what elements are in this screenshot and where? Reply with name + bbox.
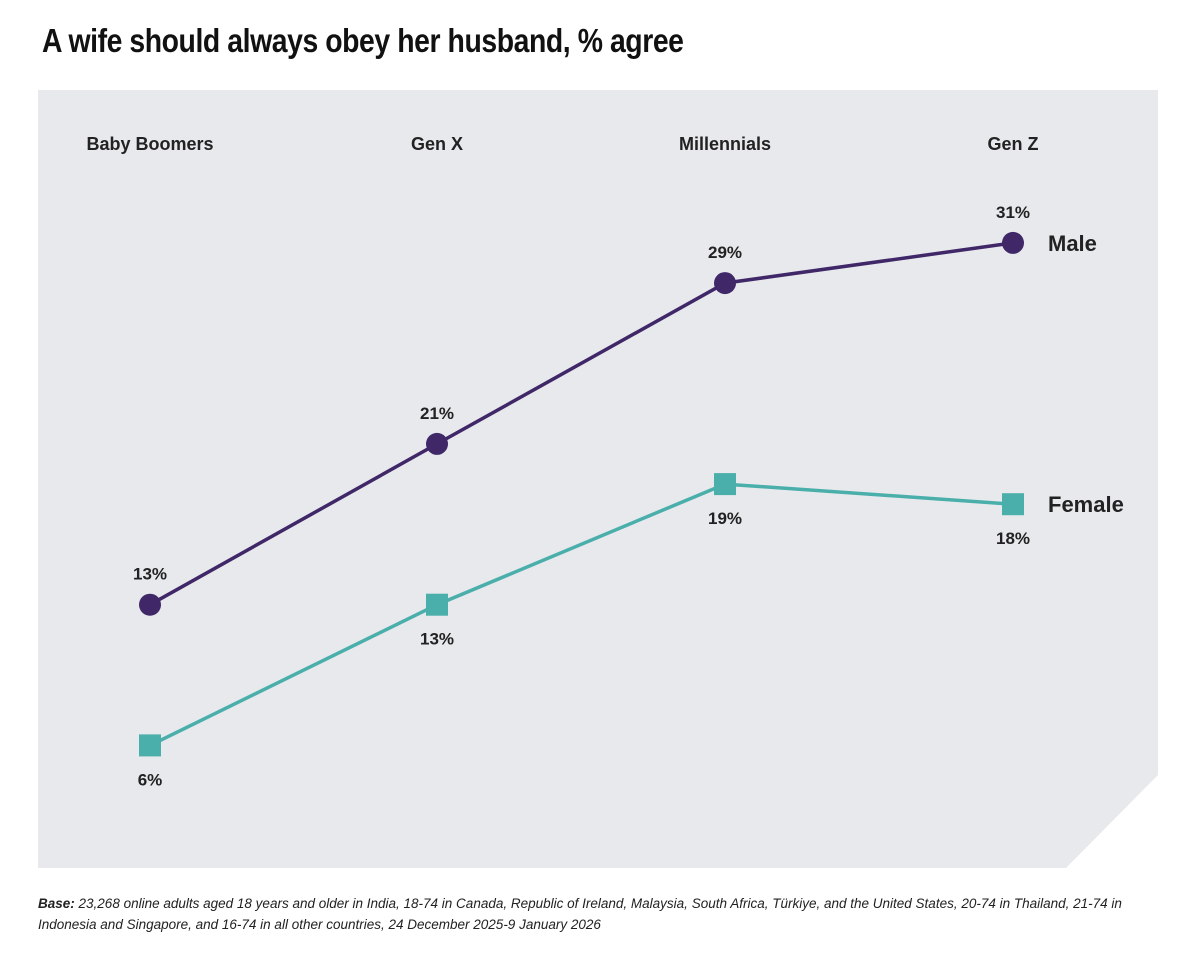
data-label: 6% — [138, 770, 163, 789]
data-label: 21% — [420, 404, 454, 423]
series-label: Female — [1048, 492, 1124, 517]
category-label: Millennials — [679, 134, 771, 154]
data-point — [1002, 493, 1024, 516]
data-point — [714, 473, 736, 496]
data-point — [426, 593, 448, 616]
data-point — [426, 432, 448, 455]
data-label: 31% — [996, 203, 1030, 222]
category-label: Baby Boomers — [86, 134, 213, 154]
data-label: 29% — [708, 243, 742, 262]
data-point — [139, 734, 161, 757]
data-label: 13% — [133, 565, 167, 584]
footnote: Base: 23,268 online adults aged 18 years… — [38, 893, 1158, 935]
series-label: Male — [1048, 231, 1097, 256]
data-label: 19% — [708, 509, 742, 528]
series-line-female — [149, 482, 1014, 747]
footnote-text: 23,268 online adults aged 18 years and o… — [38, 896, 1122, 932]
series-line-male — [149, 241, 1014, 607]
data-point — [139, 593, 161, 616]
plot-background — [38, 90, 1158, 868]
chart-title: A wife should always obey her husband, %… — [42, 22, 684, 59]
data-label: 18% — [996, 529, 1030, 548]
category-label: Gen X — [411, 134, 463, 154]
footnote-label: Base: — [38, 896, 75, 911]
data-point — [714, 272, 736, 295]
data-point — [1002, 231, 1024, 254]
data-label: 13% — [420, 630, 454, 649]
category-label: Gen Z — [987, 134, 1038, 154]
